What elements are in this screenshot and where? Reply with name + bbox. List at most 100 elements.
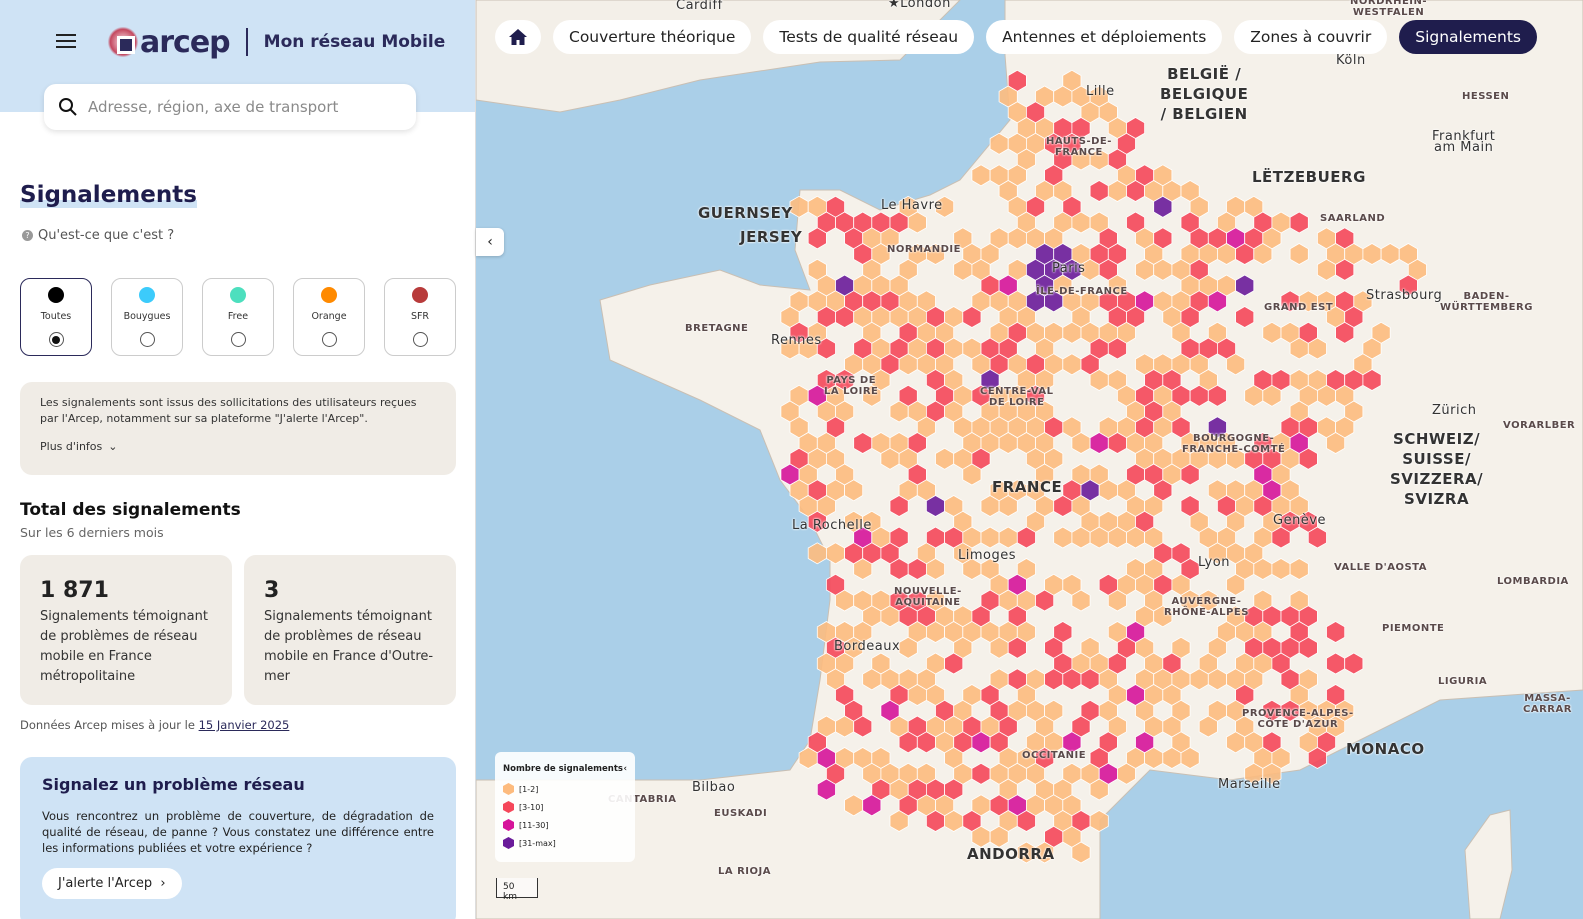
report-hexagon[interactable] — [1062, 731, 1082, 754]
report-hexagon[interactable] — [962, 306, 982, 328]
map-label: Rennes — [771, 333, 822, 348]
report-hexagon[interactable] — [1153, 605, 1173, 628]
alert-arcep-button[interactable]: J'alerte l'Arcep › — [42, 868, 182, 899]
more-info-toggle[interactable]: Plus d'infos ⌄ — [40, 439, 436, 455]
tab-zones[interactable]: Zones à couvrir — [1234, 20, 1388, 54]
report-hexagon[interactable] — [962, 463, 982, 486]
report-hexagon[interactable] — [925, 558, 946, 580]
report-hexagon[interactable] — [862, 384, 882, 407]
report-hexagon[interactable] — [1307, 747, 1327, 769]
report-hexagon[interactable] — [1289, 558, 1309, 580]
report-hexagon[interactable] — [1262, 762, 1282, 785]
report-hexagon[interactable] — [1226, 353, 1246, 376]
report-hexagon[interactable] — [935, 195, 955, 218]
search-input[interactable] — [88, 98, 388, 116]
radio-button[interactable] — [230, 332, 246, 347]
report-hexagon[interactable] — [1153, 195, 1173, 218]
report-hexagon[interactable] — [1007, 636, 1027, 659]
report-hexagon[interactable] — [1198, 715, 1218, 738]
operator-toutes[interactable]: Toutes — [20, 278, 92, 356]
report-hexagon[interactable] — [1089, 810, 1109, 832]
total-title: Total des signalements — [20, 500, 241, 520]
report-hexagon[interactable] — [1326, 621, 1346, 643]
stat-text: Signalements témoignant de problèmes de … — [40, 609, 208, 684]
report-hexagon[interactable] — [1016, 810, 1036, 832]
report-hexagon[interactable] — [1035, 841, 1055, 864]
report-hexagon[interactable] — [816, 778, 836, 801]
what-is-link[interactable]: ? Qu'est-ce que c'est ? — [22, 228, 174, 243]
report-hexagon[interactable] — [1344, 652, 1364, 675]
report-hexagon[interactable] — [1335, 258, 1355, 281]
report-hexagon[interactable] — [816, 337, 836, 360]
collapse-panel-button[interactable]: ‹ — [476, 228, 504, 256]
report-hexagon[interactable] — [1180, 747, 1200, 769]
radio-button[interactable] — [412, 332, 428, 347]
report-hexagon[interactable] — [1235, 274, 1255, 297]
report-hexagon[interactable] — [889, 810, 909, 832]
operator-orange[interactable]: Orange — [293, 278, 365, 356]
report-hexagon[interactable] — [1198, 589, 1218, 612]
report-hexagon[interactable] — [1035, 589, 1055, 612]
report-hexagon[interactable] — [1262, 384, 1282, 407]
radio-button[interactable] — [48, 332, 64, 347]
report-hexagon[interactable] — [1298, 447, 1318, 470]
report-hexagon[interactable] — [1362, 369, 1382, 391]
map-label: VALLE D'AOSTA — [1334, 562, 1427, 573]
search-box[interactable] — [44, 84, 416, 130]
report-hexagon[interactable] — [1307, 526, 1327, 549]
report-hexagon[interactable] — [998, 495, 1018, 517]
operator-bouygues[interactable]: Bouygues — [111, 278, 183, 356]
operator-sfr[interactable]: SFR — [384, 278, 456, 356]
map-label: HESSEN — [1462, 91, 1510, 102]
report-hexagon[interactable] — [1117, 762, 1136, 785]
tab-tests-qualite[interactable]: Tests de qualité réseau — [763, 20, 975, 54]
arcep-logo[interactable]: arcep Mon réseau Mobile — [108, 22, 445, 62]
home-button[interactable] — [495, 20, 541, 54]
report-hexagon[interactable] — [1226, 573, 1246, 596]
map-label: ★London — [888, 0, 951, 11]
radio-button[interactable] — [321, 332, 337, 347]
report-hexagon[interactable] — [1326, 432, 1346, 454]
report-hexagon[interactable] — [1298, 636, 1318, 659]
report-hexagon[interactable] — [1016, 526, 1036, 549]
report-hexagon[interactable] — [844, 479, 864, 502]
report-hexagon[interactable] — [1207, 290, 1227, 313]
update-date-link[interactable]: 15 Janvier 2025 — [198, 718, 290, 732]
report-hexagon[interactable] — [1107, 337, 1127, 360]
report-hexagon[interactable] — [853, 558, 873, 580]
radio-button[interactable] — [139, 332, 155, 347]
report-hexagon[interactable] — [1071, 589, 1091, 612]
report-hexagon[interactable] — [1398, 274, 1418, 297]
report-hexagon[interactable] — [862, 794, 882, 817]
report-hexagon[interactable] — [1307, 337, 1327, 360]
map-canvas[interactable] — [476, 0, 1583, 919]
collapse-legend-icon[interactable]: ‹ — [623, 764, 627, 774]
report-hexagon[interactable] — [1289, 211, 1309, 234]
map[interactable] — [476, 0, 1583, 919]
report-hexagon[interactable] — [898, 636, 918, 659]
operator-free[interactable]: Free — [202, 278, 274, 356]
report-hexagon[interactable] — [944, 652, 964, 675]
report-hexagon[interactable] — [889, 495, 909, 517]
report-hexagon[interactable] — [853, 715, 873, 738]
report-hexagon[interactable] — [1335, 321, 1355, 344]
report-hexagon[interactable] — [1071, 841, 1091, 864]
report-hexagon[interactable] — [1089, 778, 1109, 801]
report-hexagon[interactable] — [807, 227, 827, 250]
report-hexagon[interactable] — [1253, 243, 1273, 265]
report-hexagon[interactable] — [1271, 526, 1291, 549]
tab-couverture[interactable]: Couverture théorique — [553, 20, 752, 54]
map-label: MASSA- CARRAR — [1523, 693, 1572, 715]
report-hexagon[interactable] — [1207, 384, 1227, 407]
report-hexagon[interactable] — [907, 211, 927, 234]
report-hexagon[interactable] — [1107, 589, 1127, 612]
tab-antennes[interactable]: Antennes et déploiements — [986, 20, 1223, 54]
report-hexagon[interactable] — [989, 825, 1009, 848]
tab-signalements[interactable]: Signalements — [1399, 20, 1538, 54]
report-hexagon[interactable] — [1235, 306, 1255, 328]
report-hexagon[interactable] — [925, 243, 946, 265]
menu-icon[interactable] — [56, 34, 76, 50]
report-hexagon[interactable] — [807, 510, 827, 533]
report-hexagon[interactable] — [1289, 243, 1309, 265]
report-hexagon[interactable] — [1180, 463, 1200, 486]
